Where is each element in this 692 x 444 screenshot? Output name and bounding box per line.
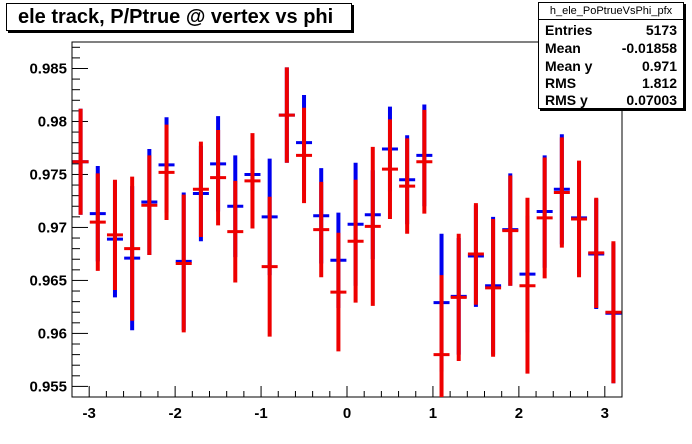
data-point [399, 138, 416, 234]
x-tick-label: -1 [254, 405, 267, 422]
data-point [588, 197, 605, 308]
stats-row-rms: RMS 1.812 [545, 75, 677, 91]
stats-row-rms-y: RMS y 0.07003 [545, 92, 677, 108]
data-point [502, 175, 519, 286]
data-point [141, 155, 158, 255]
stats-row-mean: Mean -0.01858 [545, 40, 677, 56]
data-point [244, 133, 261, 229]
y-tick-label: 0.985 [29, 60, 67, 77]
data-point [175, 194, 192, 333]
data-point [192, 141, 209, 237]
y-tick-label: 0.97 [38, 219, 67, 236]
data-point [553, 137, 570, 248]
x-tick-label: 0 [343, 405, 351, 422]
data-point [158, 124, 175, 221]
x-tick-label: -2 [168, 405, 181, 422]
data-point [296, 107, 313, 204]
data-point [124, 176, 141, 321]
stats-histogram-name: h_ele_PoPtrueVsPhi_pfx [539, 3, 683, 20]
data-point [89, 173, 106, 271]
y-tick-label: 0.965 [29, 272, 67, 289]
y-tick-label: 0.98 [38, 113, 67, 130]
data-point [571, 160, 588, 278]
data-point [364, 146, 381, 306]
stats-row-mean-y: Mean y 0.971 [545, 58, 677, 74]
data-point [485, 218, 502, 357]
data-point [416, 109, 433, 214]
x-tick-label: -3 [83, 405, 96, 422]
series-0 [72, 67, 622, 384]
data-point [106, 179, 123, 290]
x-tick-label: 1 [429, 405, 437, 422]
data-point [536, 157, 553, 279]
y-tick-label: 0.975 [29, 166, 67, 183]
x-tick-label: 2 [515, 405, 523, 422]
data-point [347, 179, 364, 303]
data-point [330, 232, 347, 352]
plot-title-box: ele track, P/Ptrue @ vertex vs phi [6, 3, 352, 31]
data-point [72, 108, 89, 215]
data-point [261, 196, 278, 337]
data-point [278, 67, 295, 163]
data-point [313, 181, 330, 278]
stats-row-entries: Entries 5173 [545, 22, 677, 38]
data-point [519, 197, 536, 374]
y-tick-label: 0.955 [29, 378, 67, 395]
data-point [227, 180, 244, 283]
data-point [467, 203, 484, 305]
plot-title: ele track, P/Ptrue @ vertex vs phi [18, 6, 334, 28]
data-point [381, 119, 398, 219]
y-tick-label: 0.96 [38, 325, 67, 342]
data-point [605, 241, 622, 384]
x-tick-label: 3 [601, 405, 609, 422]
data-point [210, 129, 227, 226]
series-1 [72, 67, 622, 397]
data-point [450, 233, 467, 361]
stats-box: h_ele_PoPtrueVsPhi_pfx Entries 5173 Mean -… [538, 2, 684, 109]
data-point [433, 275, 450, 397]
